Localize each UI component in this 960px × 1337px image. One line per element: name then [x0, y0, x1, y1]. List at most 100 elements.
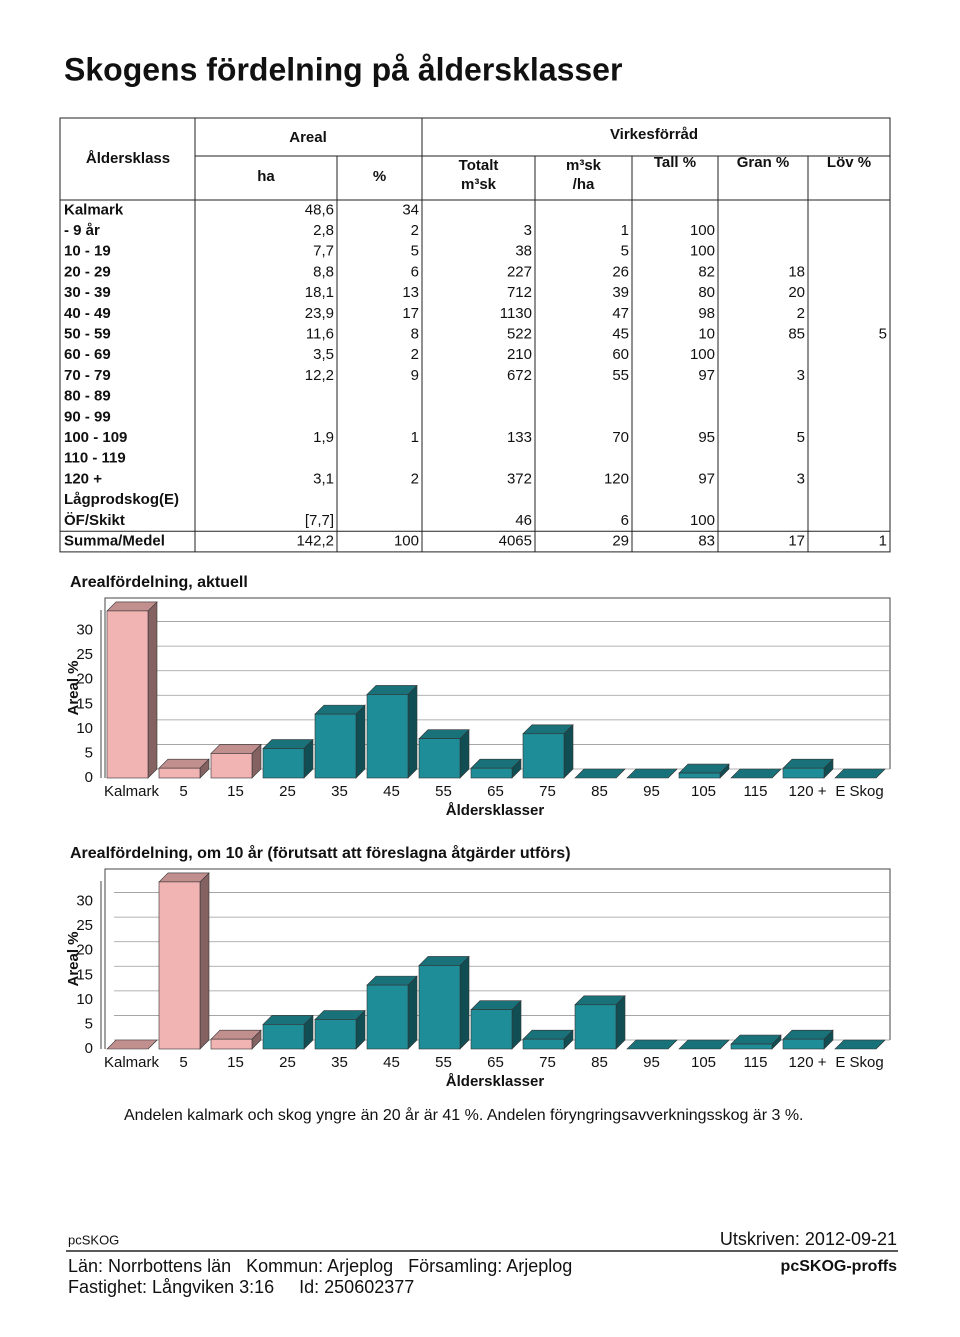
table-cell: 2 — [411, 470, 419, 487]
table-cell: 38 — [515, 243, 532, 260]
row-label: 90 - 99 — [64, 408, 111, 425]
bar-top — [158, 872, 210, 883]
bar-top — [470, 758, 522, 769]
x-tick-label: 120 + — [789, 783, 827, 800]
x-tick-label: 15 — [227, 1054, 244, 1071]
table-cell: 120 — [604, 470, 629, 487]
bar — [418, 738, 461, 779]
bar — [366, 984, 409, 1050]
y-tick-label: 25 — [76, 917, 93, 934]
footer-location: Län: Norrbottens län Kommun: Arjeplog Fö… — [68, 1256, 572, 1276]
table-header: Totalt — [459, 157, 499, 174]
x-tick-label: 35 — [331, 783, 348, 800]
footer-program: pcSKOG — [68, 1232, 119, 1247]
table-cell: 6 — [621, 512, 629, 529]
table-cell: 23,9 — [305, 305, 334, 322]
footer-property: Fastighet: Långviken 3:16 Id: 250602377 — [68, 1277, 414, 1297]
x-tick-label: 75 — [539, 1054, 556, 1071]
table-cell: 8 — [411, 326, 419, 343]
table-cell: 8,8 — [313, 263, 334, 280]
row-label: Summa/Medel — [64, 533, 165, 550]
bar — [158, 767, 201, 779]
table-cell: 55 — [612, 367, 629, 384]
bar-side — [355, 704, 366, 779]
table-cell: 18,1 — [305, 284, 334, 301]
table-cell: 100 — [690, 512, 715, 529]
bar-top — [834, 1039, 886, 1050]
table-cell: 48,6 — [305, 201, 334, 218]
table-cell: 100 — [690, 222, 715, 239]
bar-top — [626, 1039, 678, 1050]
bar — [782, 1038, 825, 1050]
bar-side — [147, 601, 158, 779]
table-cell: 82 — [698, 263, 715, 280]
table-cell: 100 — [394, 533, 419, 550]
row-label: - 9 år — [64, 222, 100, 239]
table-cell: 3 — [797, 367, 805, 384]
y-tick-label: 5 — [85, 1015, 93, 1032]
bar — [730, 1043, 773, 1050]
table-cell: 2 — [411, 222, 419, 239]
bar-top — [366, 975, 418, 986]
x-tick-label: E Skog — [835, 1054, 883, 1071]
bar-top — [522, 724, 574, 735]
table-cell: 3 — [797, 470, 805, 487]
bar — [782, 767, 825, 779]
table-header: Gran % — [737, 154, 790, 171]
x-tick-label: 45 — [383, 1054, 400, 1071]
bar — [262, 748, 305, 779]
bar-top — [730, 768, 782, 779]
table-cell: 47 — [612, 305, 629, 322]
table-cell: 1 — [411, 429, 419, 446]
row-label: ÖF/Skikt — [64, 512, 125, 529]
x-tick-label: Kalmark — [104, 783, 160, 800]
table-cell: 11,6 — [306, 326, 334, 343]
plot-frame — [104, 597, 891, 778]
bar-top — [574, 768, 626, 779]
bar-top — [678, 1039, 730, 1050]
bar-top — [782, 758, 834, 769]
table-cell: 100 — [690, 346, 715, 363]
table-header: Tall % — [654, 154, 696, 171]
table-cell: 18 — [788, 263, 805, 280]
x-tick-label: 95 — [643, 783, 660, 800]
table-cell: 85 — [788, 326, 805, 343]
x-tick-label: 65 — [487, 1054, 504, 1071]
bar-side — [407, 975, 418, 1050]
x-tick-label: 25 — [279, 783, 296, 800]
table-cell: 46 — [515, 512, 532, 529]
table-cell: 133 — [507, 429, 532, 446]
bar-top — [418, 729, 470, 739]
x-tick-label: 95 — [643, 1054, 660, 1071]
table-cell: 39 — [612, 284, 629, 301]
table-cell: 3,5 — [313, 346, 334, 363]
y-tick-label: 10 — [76, 991, 93, 1008]
row-label: 80 - 89 — [64, 388, 111, 405]
footer-printed: Utskriven: 2012-09-21 — [720, 1229, 897, 1249]
table-cell: 17 — [402, 305, 419, 322]
table-cell: 100 — [690, 243, 715, 260]
table-cell: 142,2 — [296, 533, 334, 550]
x-tick-label: 85 — [591, 783, 608, 800]
x-tick-label: 15 — [227, 783, 244, 800]
footer-brand: pcSKOG-proffs — [781, 1258, 898, 1275]
bar-top — [782, 1029, 834, 1040]
table-frame — [59, 117, 891, 553]
table-header: ha — [257, 168, 275, 185]
table-cell: 227 — [507, 263, 532, 280]
y-tick-label: 15 — [76, 966, 93, 983]
bar — [366, 694, 409, 779]
table-cell: 3 — [524, 222, 532, 239]
table-cell: 29 — [612, 533, 629, 550]
table-header: Löv % — [827, 154, 871, 171]
table-cell: 83 — [698, 533, 715, 550]
x-tick-label: 5 — [179, 783, 187, 800]
table-cell: 5 — [621, 243, 629, 260]
y-tick-label: 10 — [76, 720, 93, 737]
x-tick-label: 45 — [383, 783, 400, 800]
table-cell: 45 — [612, 326, 629, 343]
x-tick-label: 105 — [691, 1054, 716, 1071]
axis-label: Areal % — [65, 660, 82, 715]
bar — [470, 1009, 513, 1050]
table-cell: 672 — [507, 367, 532, 384]
